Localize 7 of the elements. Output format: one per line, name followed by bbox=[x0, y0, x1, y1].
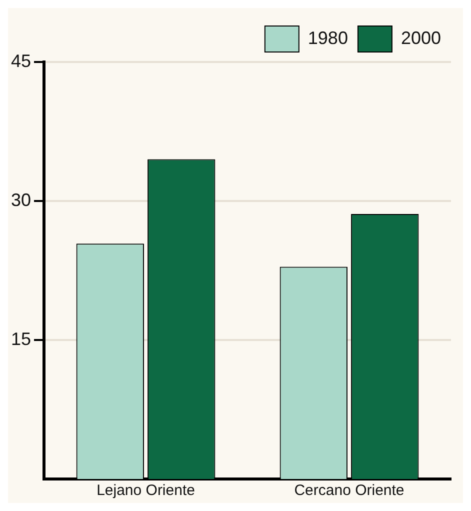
x-tick-label: Lejano Oriente bbox=[96, 482, 195, 500]
y-tick-label: 45 bbox=[10, 50, 32, 71]
x-tick-label: Cercano Oriente bbox=[294, 482, 404, 500]
y-tick-label: 30 bbox=[10, 190, 32, 210]
legend-label: 2000 bbox=[400, 28, 442, 48]
legend-label: 1980 bbox=[308, 28, 348, 48]
y-tick-label: 15 bbox=[10, 328, 32, 349]
